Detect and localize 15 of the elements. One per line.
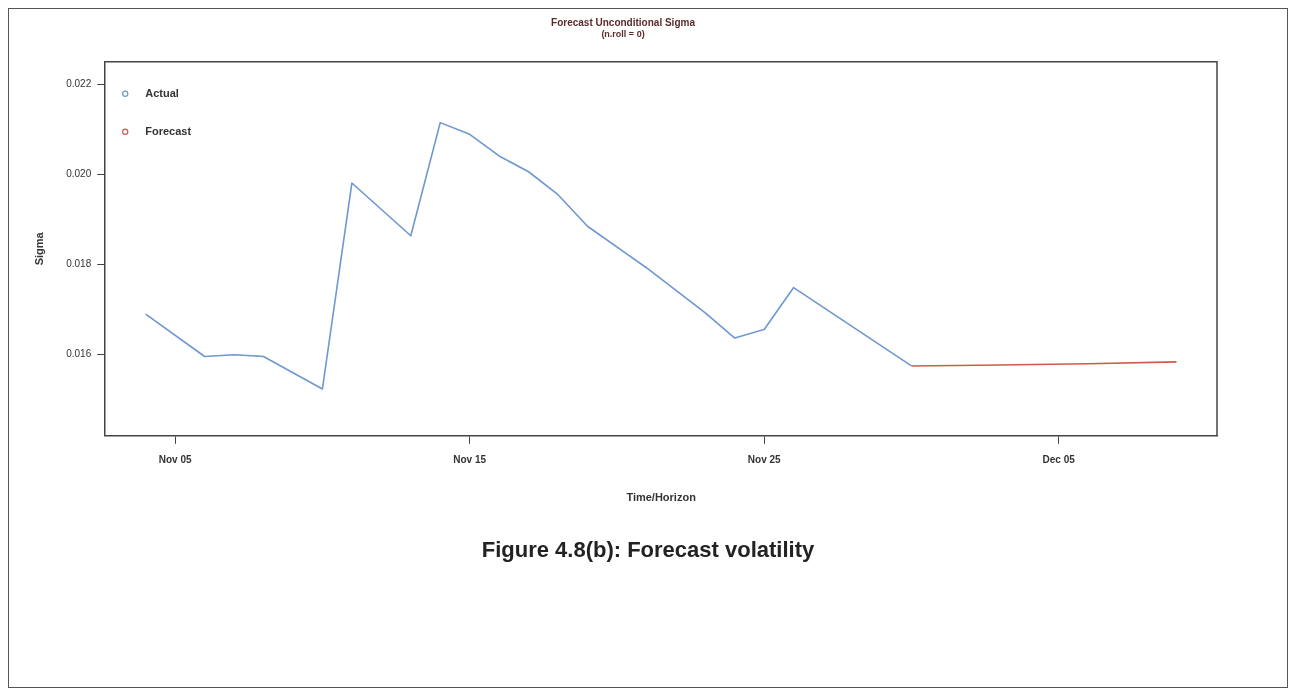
caption: Figure 4.8(b): Forecast volatility [480,537,816,563]
legend-label: Forecast [145,124,192,137]
x-tick-label: Nov 15 [453,453,487,465]
y-tick-label: 0.018 [66,258,92,270]
chart-title: Forecast Unconditional Sigma [551,16,696,28]
chart-subtitle: (n.roll = 0) [601,28,645,39]
y-tick-label: 0.020 [66,168,92,180]
legend-label: Actual [145,86,179,99]
x-tick-label: Dec 05 [1042,453,1076,465]
x-axis-title: Time/Horizon [626,491,697,504]
y-tick-label: 0.016 [66,348,92,360]
y-axis-title: Sigma [32,231,45,266]
x-tick-label: Nov 25 [747,453,782,465]
y-tick-label: 0.022 [66,78,92,90]
x-tick-label: Nov 05 [158,453,192,465]
